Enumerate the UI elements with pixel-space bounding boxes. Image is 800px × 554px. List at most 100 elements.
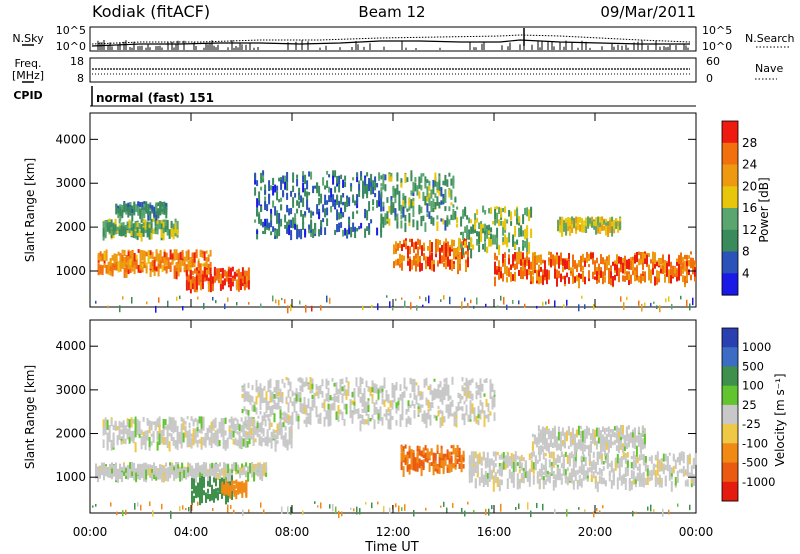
power-cell [470,226,473,234]
velocity-cell [425,418,428,429]
power-cell [155,202,158,212]
velocity-cell [401,415,404,421]
power-cell [117,209,120,214]
power-cell [660,257,662,264]
power-cell [149,204,152,209]
velocity-cell [572,467,575,477]
power-cell [564,259,566,269]
power-cell [536,270,538,281]
velocity-cell [405,418,408,428]
velocity-cell [379,385,382,394]
velocity-cell [222,438,225,449]
power-cell [443,243,445,253]
power-cell [149,210,152,221]
power-cell [272,177,275,186]
power-cell [598,266,600,278]
power-cell [135,204,138,209]
velocity-cell [301,382,304,389]
power-cell [197,260,200,268]
power-cell [486,225,489,233]
velocity-band [468,451,697,493]
power-cell [162,228,165,239]
power-cell [474,219,477,230]
velocity-cell [690,472,693,478]
power-cell [404,195,407,204]
velocity-cell [309,406,312,418]
velocity-cell [228,433,231,438]
power-cell [340,211,343,219]
power-cell [310,210,313,219]
velocity-cell [560,477,563,485]
velocity-cell [217,463,220,472]
power-colorbar-swatch [722,186,738,209]
power-cell [191,270,194,275]
velocity-cell [532,474,535,485]
velocity-cell [522,467,525,472]
velocity-cell [570,472,573,481]
power-cell [582,253,584,263]
power-cell [565,222,568,233]
velocity-cell [588,467,591,473]
power-cell [193,252,196,261]
velocity-cell [129,469,132,478]
velocity-cell [154,425,157,430]
power-near-cell [203,303,205,310]
velocity-cell [313,399,316,406]
power-cell [300,195,303,203]
power-cell [394,208,397,217]
power-colorbar-swatch [722,229,738,253]
power-cell [390,176,393,182]
power-cell [436,215,439,220]
velocity-near-cell [263,509,265,515]
velocity-cell [448,451,451,459]
power-cell [169,249,172,260]
power-cell [528,269,530,274]
velocity-cell [618,473,621,481]
power-cell [187,249,190,261]
velocity-cell [634,479,637,484]
velocity-cell [432,465,435,476]
velocity-cell [284,442,287,448]
power-cell [150,223,153,233]
power-cell [254,179,257,185]
velocity-cell [637,426,640,433]
power-cell [450,190,453,200]
velocity-near-cell [446,507,448,513]
velocity-cell [116,435,119,446]
power-cell [666,263,668,269]
power-cell [382,201,385,210]
velocity-cell [579,442,582,451]
velocity-cell [472,467,475,475]
velocity-cell [293,392,296,396]
velocity-cell [404,444,407,449]
velocity-cell [134,442,137,453]
velocity-cell [656,454,659,461]
power-near-cell [536,305,538,309]
velocity-cell [433,414,436,419]
velocity-cell [690,479,693,484]
power-cell [147,203,150,215]
velocity-cell [531,441,534,452]
velocity-cell [528,468,531,476]
power-cell [392,202,395,213]
power-cell [678,255,680,266]
power-cell [157,202,160,207]
velocity-cell [518,469,521,474]
velocity-cell [290,432,293,442]
velocity-cell [436,444,439,451]
velocity-cell [253,419,256,426]
power-cell [430,215,433,225]
velocity-cell [95,464,97,470]
velocity-cell [619,438,622,448]
velocity-cell [371,414,374,420]
velocity-cell [413,385,416,393]
power-near-cell [422,304,424,308]
velocity-cell [479,399,482,406]
power-cell [422,173,425,177]
power-cell [676,258,678,264]
velocity-cell [565,432,568,441]
velocity-cell [227,488,230,496]
velocity-cell [597,437,600,444]
velocity-cell [309,383,312,391]
velocity-cell [202,436,205,446]
